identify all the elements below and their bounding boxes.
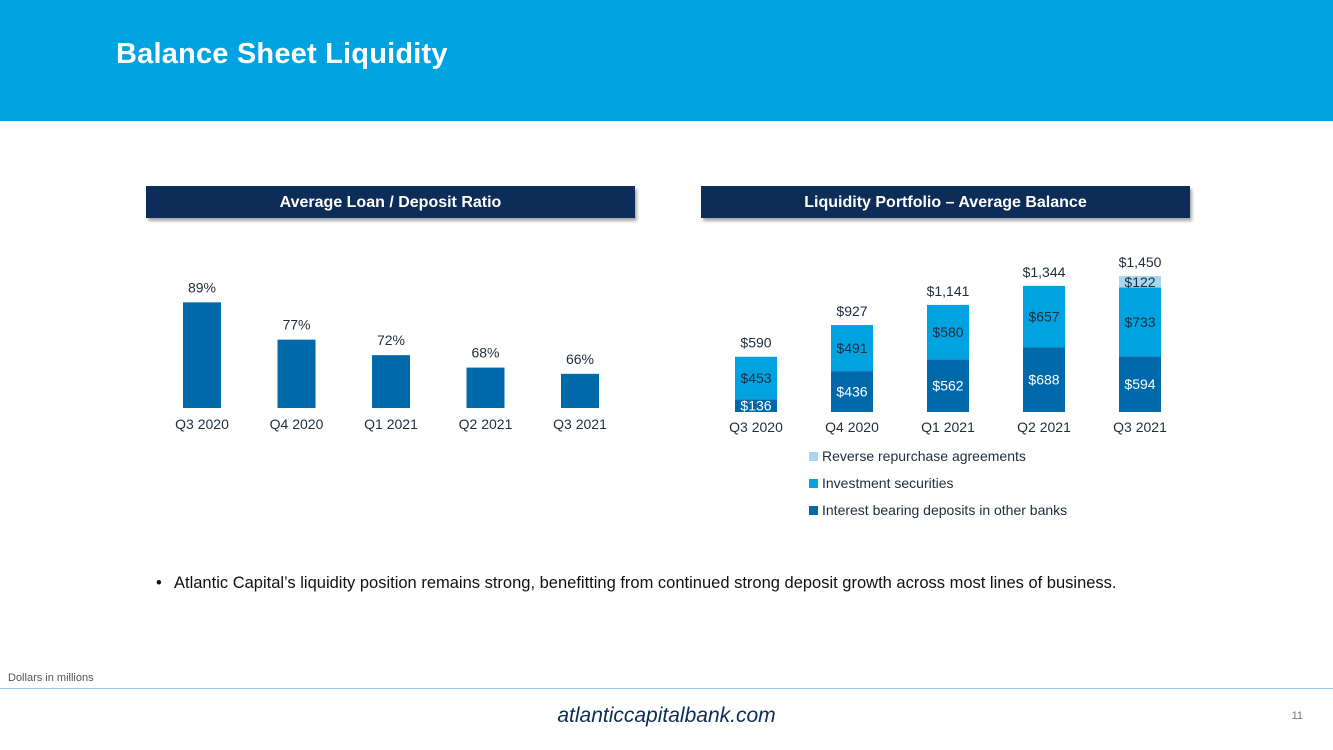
footnote: Dollars in millions (8, 672, 94, 684)
segment-value-label: $688 (1028, 372, 1059, 388)
deposits-segment (735, 399, 777, 412)
deposits-segment (1023, 347, 1065, 412)
liquidity-portfolio-chart: $136 $453 $590 Q3 2020 $436 $491 $927 Q4 2020 $5… (729, 254, 1167, 518)
segment-value-label: $436 (836, 384, 867, 400)
ratio-value-label: 77% (282, 317, 310, 333)
segment-value-label: $122 (1124, 274, 1155, 290)
deposits-segment (831, 371, 873, 412)
ratio-bar (372, 355, 410, 408)
segment-value-label: $453 (740, 370, 771, 386)
investment-segment (735, 356, 777, 400)
segment-value-label: $580 (932, 324, 963, 340)
investment-segment (831, 325, 873, 372)
investment-segment (1023, 285, 1065, 348)
x-tick-label: Q3 2021 (553, 416, 607, 432)
investment-segment (927, 304, 969, 360)
segment-value-label: $562 (932, 378, 963, 394)
total-value-label: $1,344 (1023, 264, 1066, 280)
x-tick-label: Q1 2021 (364, 416, 418, 432)
total-value-label: $1,450 (1119, 254, 1162, 270)
total-value-label: $927 (836, 303, 867, 319)
bullet-point: • Atlantic Capital’s liquidity position … (156, 571, 1156, 595)
segment-value-label: $491 (836, 340, 867, 356)
legend-label: Investment securities (822, 475, 954, 491)
deposits-segment (1119, 356, 1161, 412)
ratio-bar (561, 373, 599, 408)
x-tick-label: Q3 2021 (1113, 419, 1167, 435)
ratio-value-label: 72% (377, 332, 405, 348)
website-link[interactable]: atlanticcapitalbank.com (557, 704, 776, 727)
deposits-segment (927, 359, 969, 412)
legend-swatch (809, 479, 818, 488)
x-tick-label: Q3 2020 (175, 416, 229, 432)
repo-segment (1119, 276, 1161, 288)
ratio-bar (277, 339, 316, 408)
x-tick-label: Q4 2020 (825, 419, 879, 435)
bullet-text: Atlantic Capital’s liquidity position re… (174, 574, 1117, 592)
x-tick-label: Q4 2020 (270, 416, 324, 432)
segment-value-label: $136 (740, 398, 771, 414)
footer-divider (0, 688, 1333, 689)
bullet-marker: • (156, 574, 162, 592)
legend-swatch (809, 452, 818, 461)
ratio-bar (183, 302, 221, 408)
legend-label: Interest bearing deposits in other banks (822, 502, 1067, 518)
x-tick-label: Q3 2020 (729, 419, 783, 435)
loan-deposit-chart-title: Average Loan / Deposit Ratio (146, 186, 635, 218)
loan-deposit-ratio-chart: 89% Q3 2020 77% Q4 2020 72% Q1 2021 68% Q2 2021… (175, 279, 607, 432)
page-number: 11 (1291, 710, 1303, 722)
total-value-label: $590 (740, 335, 771, 351)
segment-value-label: $594 (1124, 376, 1155, 392)
segment-value-label: $657 (1028, 309, 1059, 325)
x-tick-label: Q2 2021 (459, 416, 513, 432)
legend-swatch (809, 506, 818, 515)
x-tick-label: Q1 2021 (921, 419, 975, 435)
investment-segment (1119, 287, 1161, 357)
liquidity-chart-title: Liquidity Portfolio – Average Balance (701, 186, 1190, 218)
ratio-value-label: 66% (566, 351, 594, 367)
total-value-label: $1,141 (927, 283, 970, 299)
header-band: Balance Sheet Liquidity (0, 0, 1333, 121)
legend-label: Reverse repurchase agreements (822, 448, 1026, 464)
x-tick-label: Q2 2021 (1017, 419, 1071, 435)
page-title: Balance Sheet Liquidity (116, 38, 448, 70)
segment-value-label: $733 (1124, 314, 1155, 330)
ratio-value-label: 89% (188, 279, 216, 295)
ratio-value-label: 68% (471, 345, 499, 361)
ratio-bar (466, 367, 505, 408)
